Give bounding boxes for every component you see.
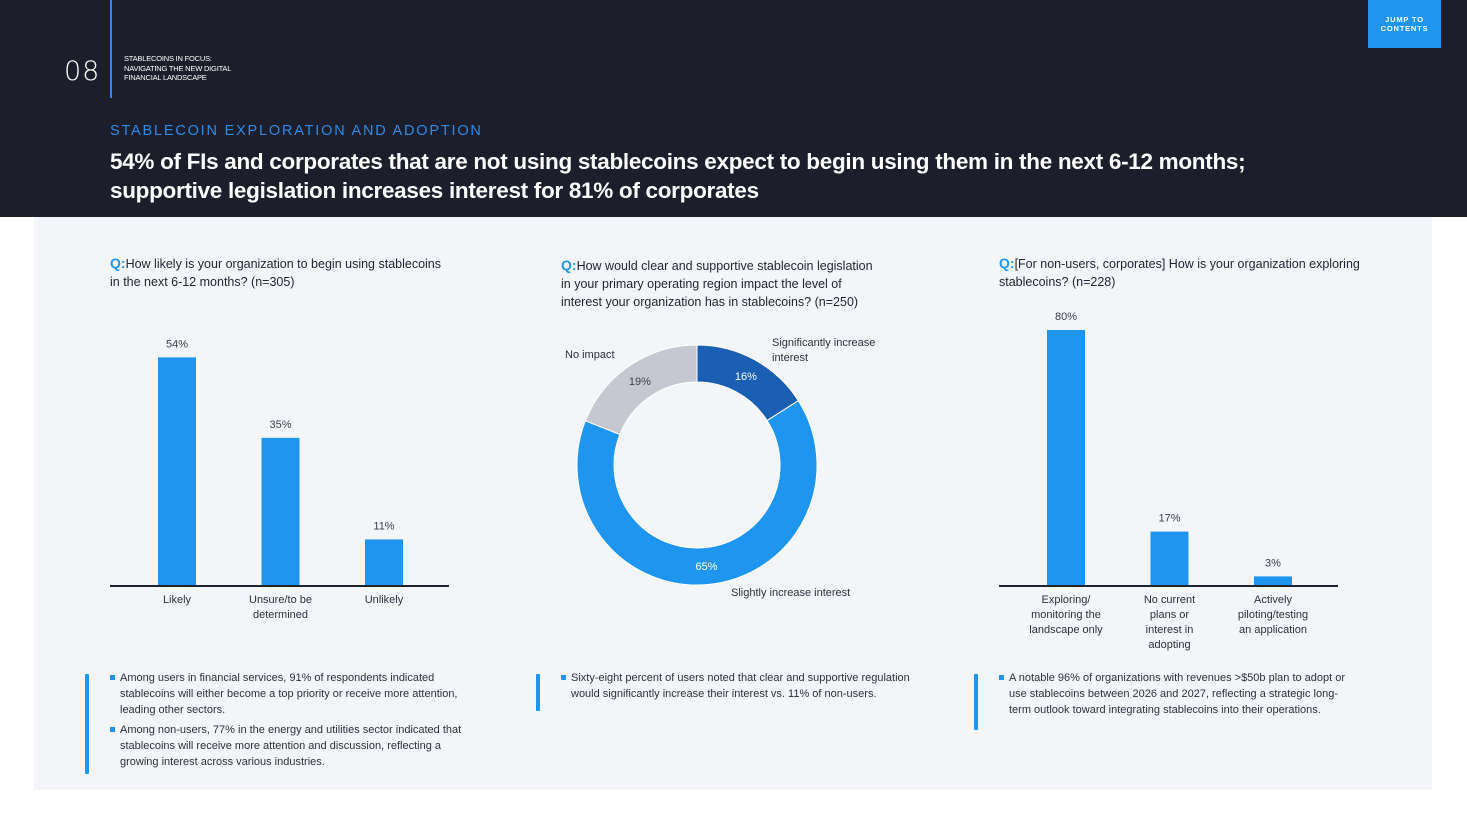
category-label: landscape only bbox=[1029, 624, 1103, 636]
question-marker: Q: bbox=[561, 257, 577, 273]
question-marker: Q: bbox=[999, 255, 1015, 271]
publication-title: STABLECOINS IN FOCUS: NAVIGATING THE NEW… bbox=[124, 54, 231, 83]
bar bbox=[158, 357, 196, 586]
notes-3: A notable 96% of organizations with reve… bbox=[999, 670, 1345, 722]
question-line: in the next 6-12 months? (n=305) bbox=[110, 275, 295, 289]
bullet-icon bbox=[110, 674, 115, 680]
question-line: interest your organization has in stable… bbox=[561, 295, 859, 309]
header: 08 STABLECOINS IN FOCUS: NAVIGATING THE … bbox=[0, 0, 1467, 217]
slice-category-label: Slightly increase interest bbox=[731, 587, 850, 599]
question-marker: Q: bbox=[110, 255, 126, 271]
note-accent-bar bbox=[536, 674, 540, 711]
slice-category-label: No impact bbox=[565, 349, 615, 361]
jump-button-line: CONTENTS bbox=[1380, 24, 1429, 33]
category-label: adopting bbox=[1148, 639, 1190, 651]
bar bbox=[1254, 576, 1292, 586]
question-line: in your primary operating region impact … bbox=[561, 277, 842, 291]
category-label: Exploring/ bbox=[1042, 594, 1092, 606]
category-label: piloting/testing bbox=[1238, 609, 1308, 621]
bullet-icon bbox=[110, 726, 115, 732]
question-line: How would clear and supportive stablecoi… bbox=[576, 259, 873, 273]
section-eyebrow: STABLECOIN EXPLORATION AND ADOPTION bbox=[110, 123, 483, 139]
bar-value-label: 54% bbox=[166, 338, 188, 350]
category-label: No current bbox=[1144, 594, 1195, 606]
bar-value-label: 11% bbox=[373, 520, 394, 532]
note-line: use stablecoins between 2026 and 2027, r… bbox=[1009, 688, 1338, 700]
bullet-icon bbox=[561, 674, 566, 680]
note-line: growing interest across various industri… bbox=[120, 756, 325, 768]
header-divider bbox=[110, 0, 112, 98]
note-accent-bar bbox=[974, 674, 978, 730]
note-line: Among non-users, 77% in the energy and u… bbox=[120, 724, 462, 736]
bar bbox=[1150, 531, 1189, 586]
category-label: monitoring the bbox=[1031, 609, 1101, 621]
note-line: stablecoins will either become a top pri… bbox=[120, 688, 458, 700]
legislation-donut-chart: 16% Significantly increase interest 65% Slig… bbox=[565, 337, 875, 599]
category-label: Actively bbox=[1254, 594, 1292, 606]
bar-value-label: 80% bbox=[1055, 311, 1077, 323]
note-accent-bar bbox=[85, 674, 89, 774]
category-label: interest in bbox=[1146, 624, 1194, 636]
jump-button-line: JUMP TO bbox=[1385, 15, 1424, 24]
notes-1: Among users in financial services, 91% o… bbox=[110, 670, 461, 774]
category-label: plans or bbox=[1150, 609, 1189, 621]
headline-line: 54% of FIs and corporates that are not u… bbox=[110, 149, 1246, 174]
category-label: Likely bbox=[163, 594, 192, 606]
bar-value-label: 35% bbox=[269, 419, 291, 431]
category-label: an application bbox=[1239, 624, 1307, 636]
category-label: determined bbox=[253, 609, 308, 621]
headline-line: supportive legislation increases interes… bbox=[110, 178, 759, 203]
question-3: Q:[For non-users, corporates] How is you… bbox=[999, 254, 1360, 291]
note-line: term outlook toward integrating stableco… bbox=[1009, 704, 1321, 716]
slice-value-label: 16% bbox=[735, 371, 757, 383]
note-line: would significantly increase their inter… bbox=[571, 688, 877, 700]
bar bbox=[261, 437, 300, 586]
note-line: stablecoins will receive more attention … bbox=[120, 740, 441, 752]
slice-value-label: 19% bbox=[629, 376, 651, 388]
notes-2: Sixty-eight percent of users noted that … bbox=[561, 670, 910, 706]
note-line: leading other sectors. bbox=[120, 704, 226, 716]
bar bbox=[1047, 330, 1085, 586]
question-line: stablecoins? (n=228) bbox=[999, 275, 1116, 289]
note-line: A notable 96% of organizations with reve… bbox=[1009, 672, 1346, 684]
publication-title-line: STABLECOINS IN FOCUS: bbox=[124, 54, 212, 63]
jump-to-contents-button[interactable]: JUMP TO CONTENTS bbox=[1368, 0, 1441, 48]
likelihood-bar-chart: 54% Likely 35% Unsure/to be determined 11% Unl… bbox=[110, 338, 449, 621]
note-line: Sixty-eight percent of users noted that … bbox=[571, 672, 910, 684]
note-line: Among users in financial services, 91% o… bbox=[120, 672, 435, 684]
slice-value-label: 65% bbox=[696, 561, 718, 573]
question-line: [For non-users, corporates] How is your … bbox=[1014, 257, 1360, 271]
page-number: 08 bbox=[64, 56, 101, 87]
bar-value-label: 3% bbox=[1265, 557, 1281, 569]
page-headline: 54% of FIs and corporates that are not u… bbox=[110, 147, 1246, 205]
donut-slice bbox=[576, 400, 818, 586]
exploration-bar-chart: 80% Exploring/monitoring the landscape onl… bbox=[999, 311, 1338, 651]
question-2: Q:How would clear and supportive stablec… bbox=[561, 256, 873, 311]
slice-category-label: Significantly increase bbox=[772, 337, 875, 349]
donut-slice bbox=[584, 344, 698, 436]
bullet-icon bbox=[999, 674, 1004, 680]
category-label: Unlikely bbox=[365, 594, 404, 606]
bar-value-label: 17% bbox=[1158, 513, 1180, 525]
category-label: Unsure/to be bbox=[249, 594, 312, 606]
bar bbox=[365, 539, 403, 586]
publication-title-line: FINANCIAL LANDSCAPE bbox=[124, 73, 207, 82]
slice-category-label: interest bbox=[772, 352, 808, 364]
question-1: Q:How likely is your organization to beg… bbox=[110, 254, 441, 291]
question-line: How likely is your organization to begin… bbox=[125, 257, 442, 271]
publication-title-line: NAVIGATING THE NEW DIGITAL bbox=[124, 63, 232, 73]
